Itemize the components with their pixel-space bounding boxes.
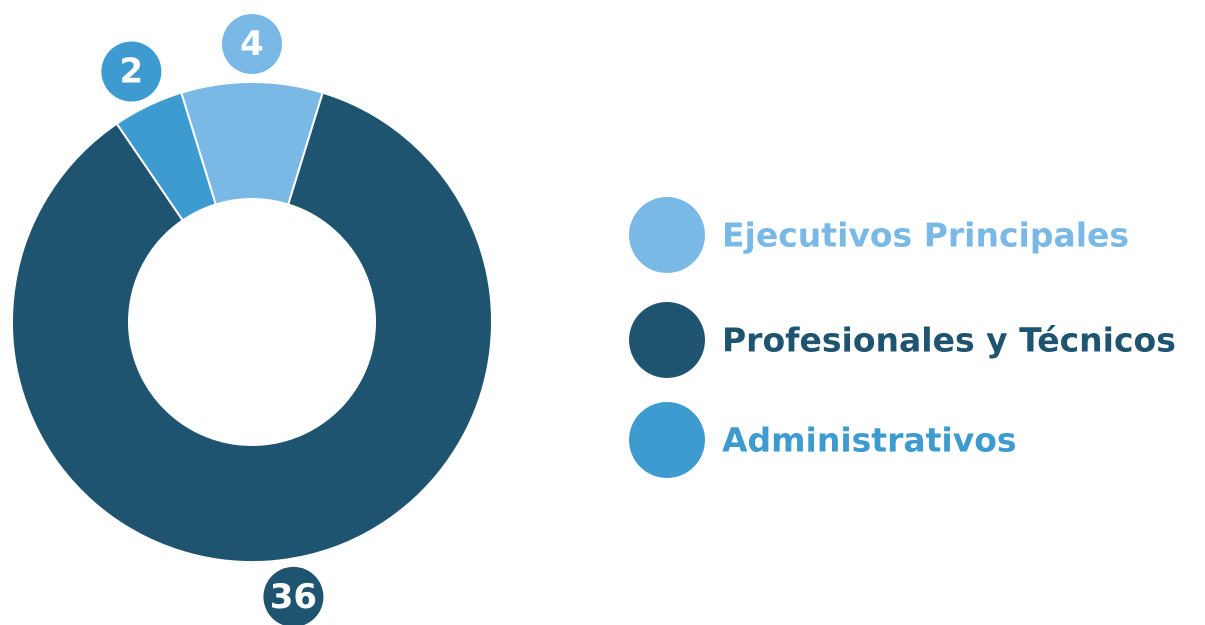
value-badge <box>263 566 324 625</box>
legend-label: Administrativos <box>722 421 1017 460</box>
legend-swatch <box>629 402 705 478</box>
legend-swatch <box>629 302 705 378</box>
legend-label: Ejecutivos Principales <box>722 216 1129 255</box>
value-badge <box>101 41 162 102</box>
value-label: 36 <box>270 577 317 617</box>
value-label: 2 <box>120 52 144 92</box>
donut-slice <box>115 91 217 222</box>
legend-label: Profesionales y Técnicos <box>722 321 1176 360</box>
value-badge <box>222 14 282 74</box>
value-label: 4 <box>240 24 264 64</box>
legend-swatch <box>629 197 705 273</box>
donut-slice <box>11 91 493 563</box>
